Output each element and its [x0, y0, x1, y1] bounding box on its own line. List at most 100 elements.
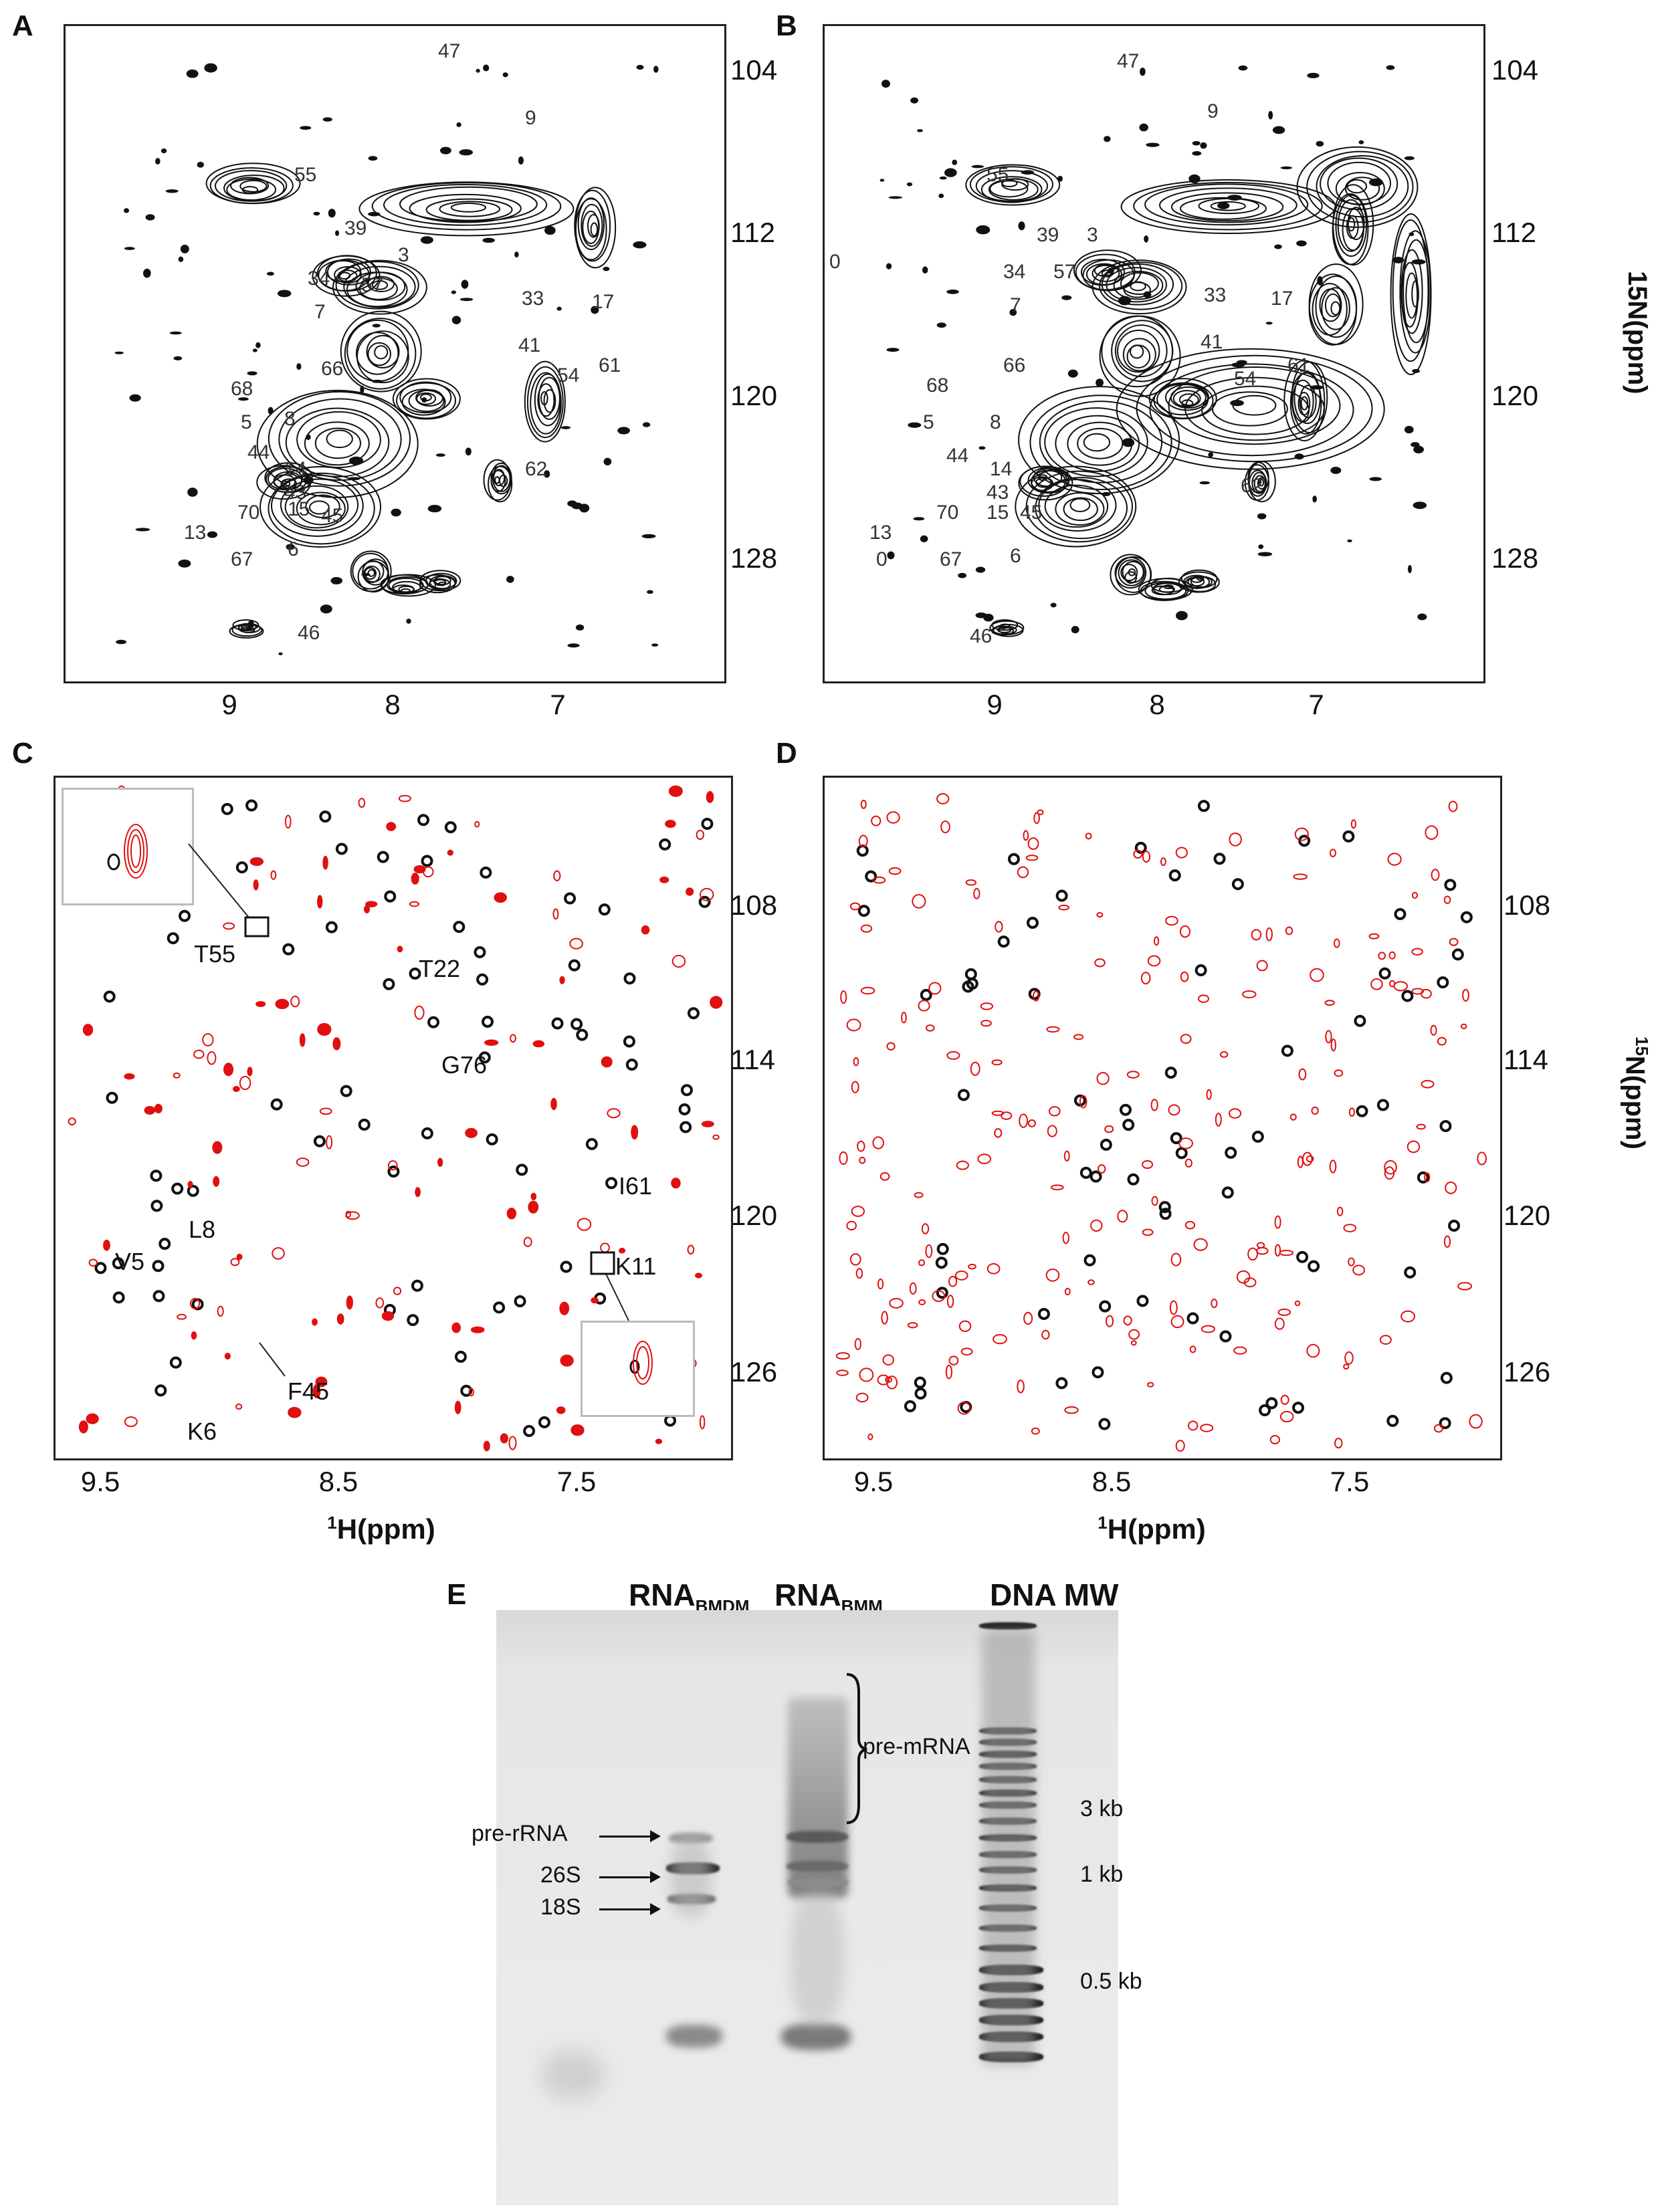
peak-overlay	[1350, 819, 1356, 829]
peak-reference	[1136, 1295, 1149, 1307]
contour-line	[367, 569, 376, 577]
peak-overlay	[474, 820, 480, 828]
contour-line	[1244, 464, 1269, 501]
label-pre-rrna: pre-rRNA	[472, 1821, 568, 1846]
peak-overlay	[945, 1364, 953, 1379]
contour-line	[1403, 239, 1430, 344]
peak-reference	[474, 946, 486, 958]
contour-peak	[636, 65, 644, 70]
contour-peak	[913, 517, 925, 521]
peak-overlay	[213, 1176, 220, 1187]
peak-overlay	[1063, 1150, 1070, 1162]
peak-overlay	[1105, 1315, 1114, 1327]
contour-line	[383, 183, 548, 226]
contour-peak	[247, 371, 257, 376]
contour-peak	[266, 271, 274, 276]
panel-b-residue-label: 61	[1287, 354, 1310, 376]
peak-overlay	[454, 1400, 461, 1414]
peak-overlay	[68, 1117, 76, 1126]
peak-reference	[313, 1135, 326, 1147]
contour-peak	[506, 576, 514, 583]
panel-b-xtick: 8	[1149, 689, 1165, 720]
peak-overlay	[532, 1040, 545, 1048]
contour-peak	[1192, 140, 1201, 146]
peak-overlay	[1279, 1250, 1293, 1256]
peak-overlay	[397, 946, 403, 953]
peak-reference	[112, 1257, 124, 1270]
contour-peak	[451, 290, 457, 294]
contour-line	[399, 381, 452, 414]
contour-peak	[1057, 175, 1063, 182]
contour-line	[1411, 280, 1419, 308]
peak-overlay	[1294, 1300, 1301, 1307]
contour-line	[975, 170, 1049, 202]
peak-reference	[460, 1384, 473, 1397]
peak-overlay	[671, 1178, 681, 1189]
peak-overlay	[1336, 1206, 1344, 1216]
contour-peak	[1274, 244, 1282, 249]
contour-line	[1163, 584, 1174, 590]
panel-c-ytick: 126	[730, 1356, 778, 1388]
peak-overlay	[345, 1211, 360, 1220]
contour-peak	[887, 551, 895, 560]
contour-line	[1019, 465, 1068, 497]
panel-e-letter: E	[447, 1578, 467, 1611]
contour-line	[1324, 293, 1342, 318]
peak-reference	[235, 861, 248, 874]
peak-overlay	[1343, 1363, 1350, 1370]
peak-overlay	[1334, 1438, 1343, 1449]
contour-peak	[1404, 156, 1415, 160]
panel-a-residue-label: 7	[314, 301, 326, 323]
peak-overlay	[1469, 1414, 1483, 1429]
marker-3kb: 3 kb	[1080, 1796, 1124, 1821]
peak-overlay	[872, 876, 886, 884]
peak-overlay	[846, 1018, 861, 1032]
peak-overlay	[1242, 990, 1257, 998]
peak-overlay	[1411, 948, 1423, 956]
peak-reference	[680, 1084, 693, 1097]
peak-overlay	[860, 800, 867, 809]
contour-line	[574, 189, 611, 262]
contour-peak	[306, 434, 311, 441]
contour-peak	[165, 189, 179, 193]
pre-mrna-bracket	[846, 1673, 867, 1824]
peak-overlay	[1433, 1424, 1444, 1433]
peak-overlay	[1443, 895, 1451, 904]
peak-overlay	[177, 1313, 187, 1320]
panel-b-residue-label: 54	[1234, 368, 1257, 390]
contour-peak	[129, 394, 141, 402]
peak-overlay	[991, 1059, 1003, 1066]
peak-overlay	[1180, 971, 1189, 982]
peak-overlay	[857, 1140, 865, 1152]
peak-overlay	[1393, 981, 1409, 992]
peak-reference	[112, 1291, 125, 1304]
contour-line	[338, 271, 351, 280]
peak-overlay	[1256, 1246, 1269, 1255]
contour-peak	[917, 129, 923, 132]
panel-a-ytick: 112	[730, 217, 775, 248]
contour-line	[1312, 283, 1348, 336]
peak-reference	[421, 1127, 433, 1139]
peak-overlay	[569, 937, 583, 950]
peak-overlay	[712, 1134, 720, 1140]
contour-line	[490, 469, 506, 492]
contour-peak	[476, 68, 480, 73]
peak-overlay	[1085, 833, 1092, 840]
peak-reference	[152, 1290, 165, 1303]
peak-overlay	[1388, 951, 1396, 960]
contour-peak	[920, 535, 928, 543]
peak-reference	[1055, 1377, 1068, 1390]
peak-reference	[159, 1238, 171, 1250]
contour-line	[494, 476, 500, 484]
contour-peak	[155, 158, 161, 165]
contour-line	[1182, 574, 1211, 589]
peak-overlay	[1378, 952, 1386, 960]
peak-overlay	[940, 820, 950, 834]
peak-reference	[1460, 911, 1473, 923]
peak-overlay	[986, 1262, 1001, 1275]
peak-reference	[1439, 1119, 1452, 1132]
contour-peak	[421, 397, 427, 403]
peak-reference	[598, 903, 611, 916]
peak-overlay	[641, 925, 650, 935]
contour-peak	[544, 225, 556, 235]
